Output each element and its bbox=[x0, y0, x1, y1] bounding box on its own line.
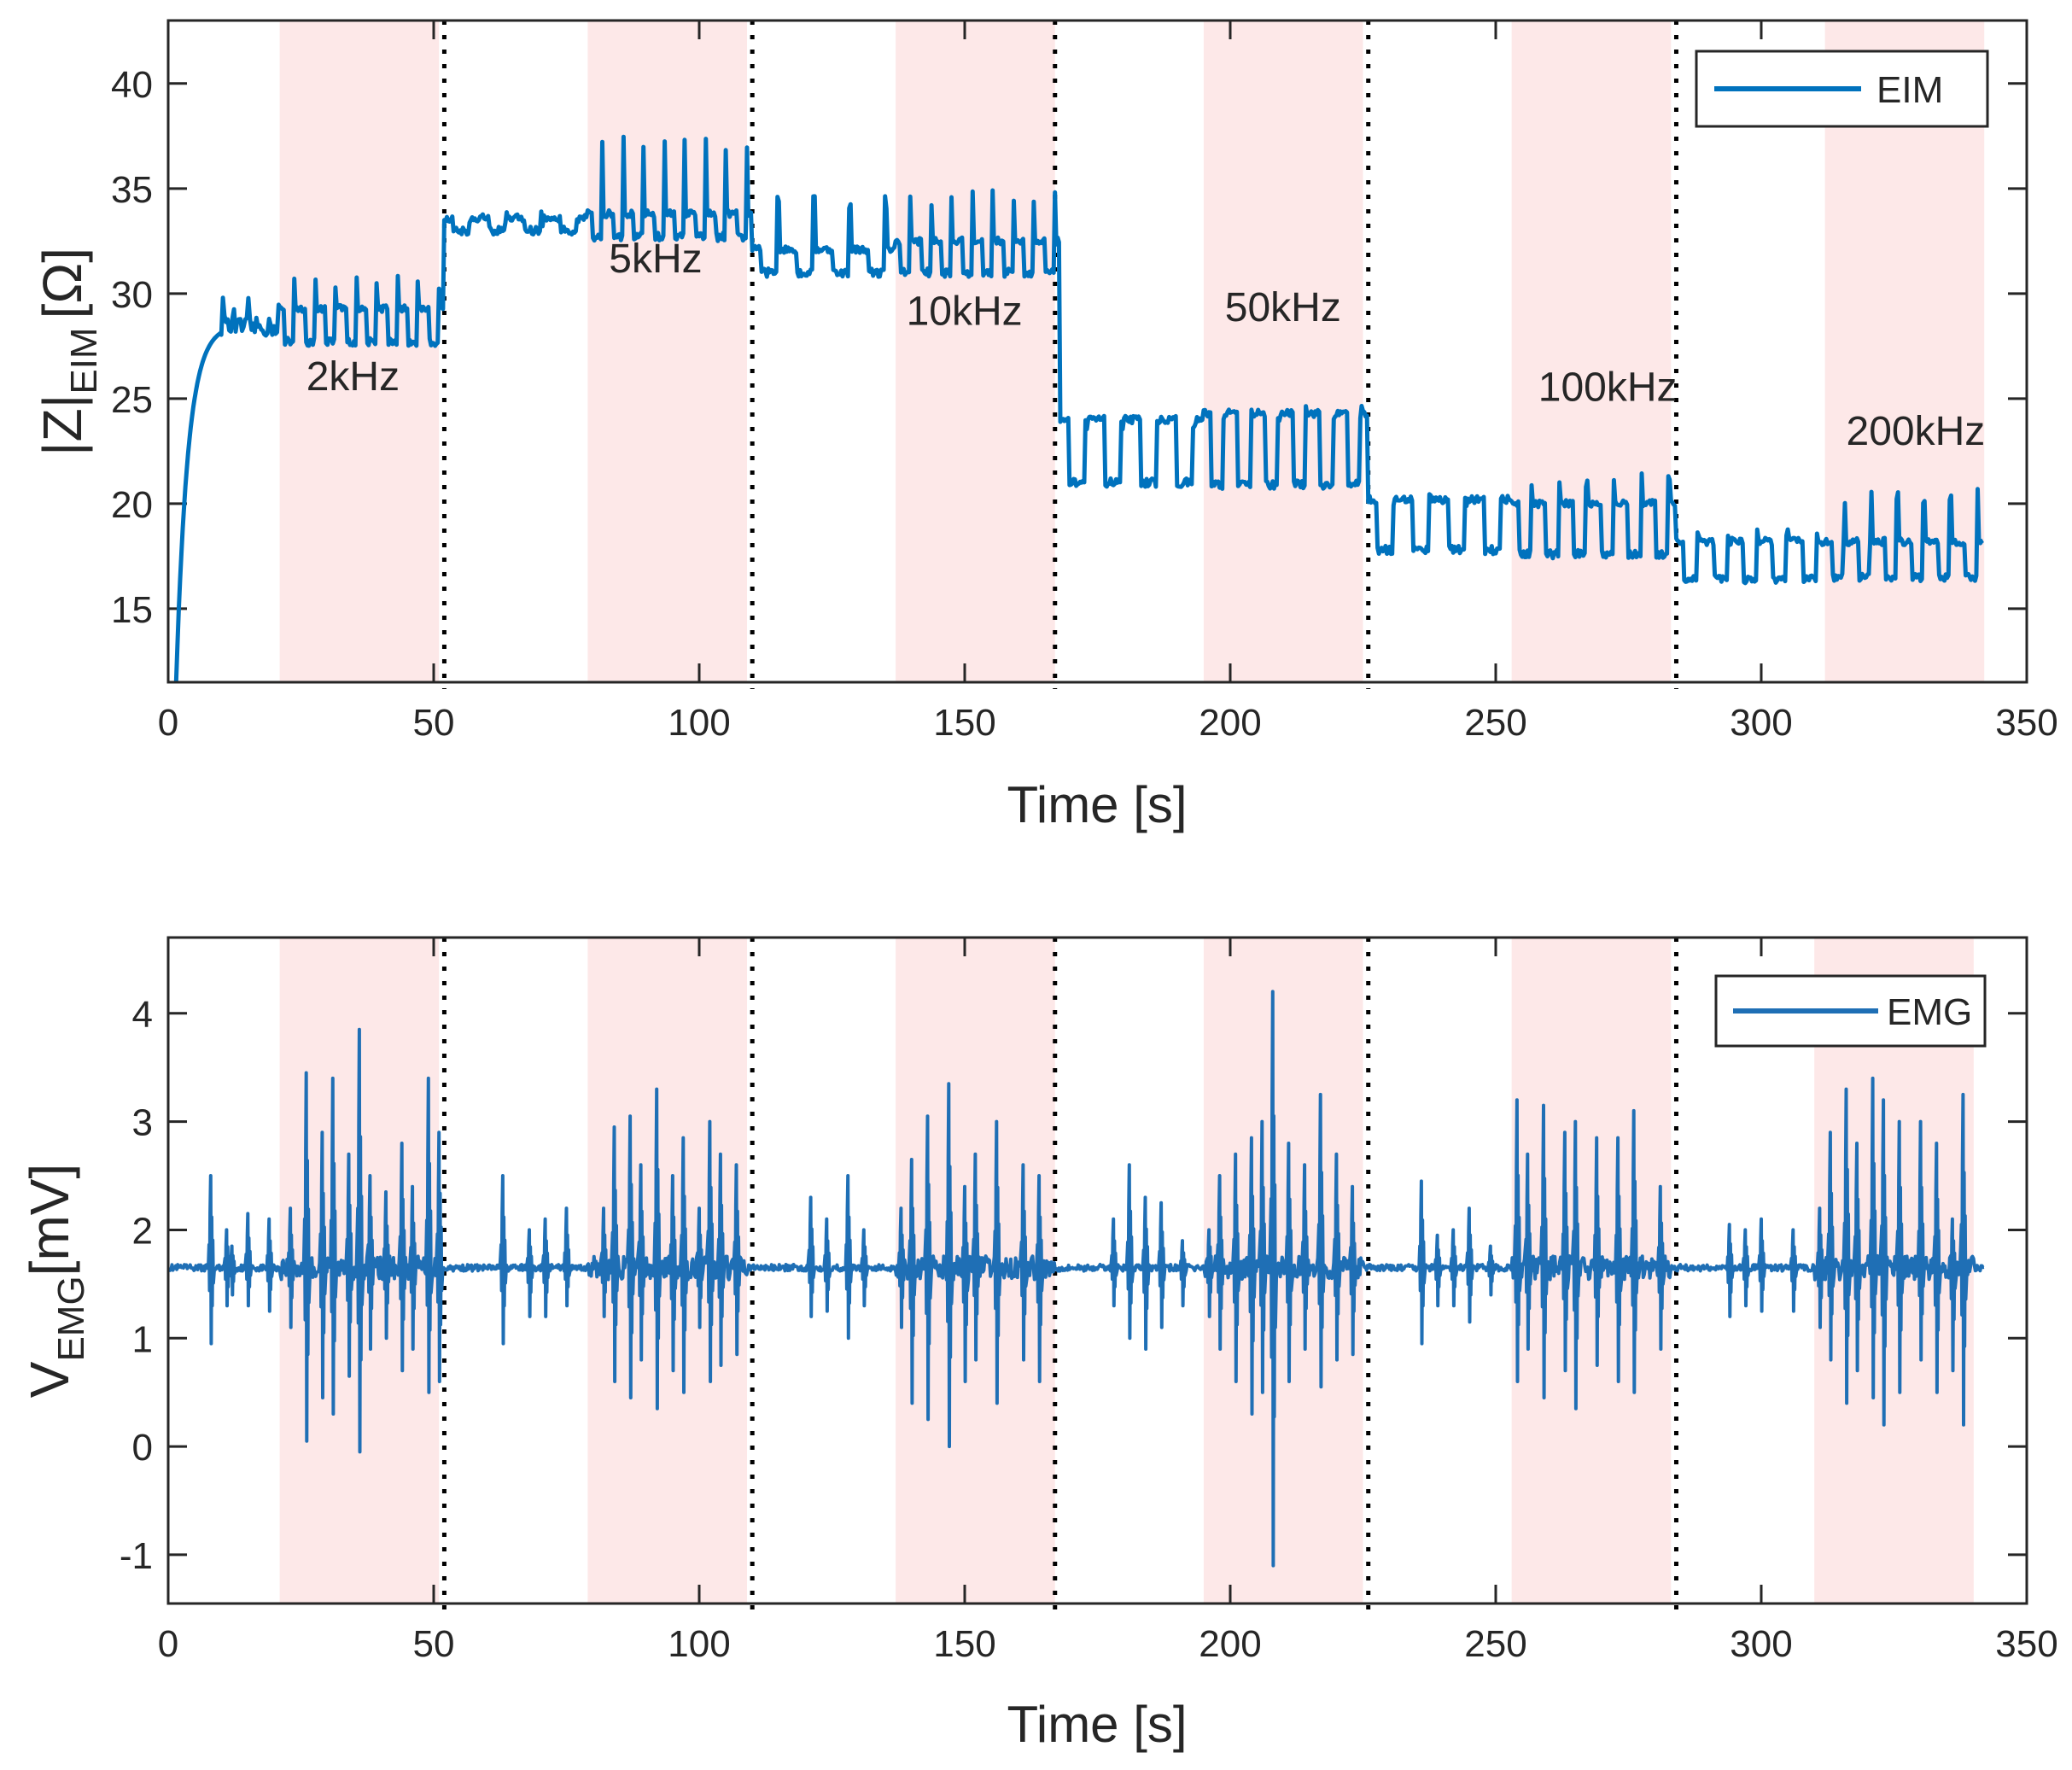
emg-y-tick-label: -1 bbox=[120, 1535, 153, 1577]
eim-frequency-dividers bbox=[441, 20, 1678, 689]
emg-x-tick-label: 300 bbox=[1730, 1623, 1792, 1665]
emg-y-axis-unit: [mV] bbox=[19, 1164, 80, 1276]
eim-shaded-band bbox=[896, 20, 1055, 682]
emg-y-tick-label: 3 bbox=[132, 1102, 153, 1144]
eim-x-tick-label: 350 bbox=[1995, 702, 2057, 744]
emg-panel: 0 50 100 150 200 250 300 350 -1 0 1 2 3 4 EMG Time [s… bbox=[19, 936, 2058, 1753]
emg-frequency-dividers bbox=[441, 938, 1678, 1610]
eim-frequency-labels: 2kHz 5kHz 10kHz 50kHz 100kHz 200kHz bbox=[306, 237, 1986, 454]
eim-x-tick-label: 100 bbox=[668, 702, 730, 744]
emg-axis-labels: Time [s] VEMG[mV] bbox=[19, 1164, 1188, 1753]
emg-y-axis-sub: EMG bbox=[50, 1276, 92, 1361]
eim-ticks: 0 50 100 150 200 250 300 350 15 20 25 30 35 40 bbox=[111, 20, 2058, 744]
eim-frequency-label: 10kHz bbox=[907, 289, 1023, 335]
eim-y-axis-sub: EIM bbox=[63, 327, 105, 394]
emg-x-tick-label: 250 bbox=[1464, 1623, 1526, 1665]
eim-frequency-label: 2kHz bbox=[306, 354, 400, 400]
emg-axes-box bbox=[166, 936, 2028, 1605]
emg-x-tick-label: 0 bbox=[158, 1623, 178, 1665]
eim-y-tick-label: 20 bbox=[111, 484, 153, 526]
emg-x-tick-label: 350 bbox=[1995, 1623, 2057, 1665]
eim-y-tick-label: 15 bbox=[111, 589, 153, 631]
eim-y-tick-label: 35 bbox=[111, 169, 153, 211]
eim-y-axis-unit: [Ω] bbox=[32, 248, 93, 318]
eim-shaded-bands bbox=[279, 20, 1985, 682]
eim-y-axis-main: |Z| bbox=[32, 394, 93, 456]
emg-ticks: 0 50 100 150 200 250 300 350 -1 0 1 2 3 4 bbox=[120, 938, 2058, 1665]
eim-frequency-label: 100kHz bbox=[1538, 365, 1678, 410]
eim-frequency-label: 5kHz bbox=[609, 237, 702, 282]
emg-y-tick-label: 1 bbox=[132, 1318, 153, 1360]
eim-x-tick-label: 200 bbox=[1199, 702, 1261, 744]
eim-x-tick-label: 150 bbox=[933, 702, 995, 744]
eim-panel: 0 50 100 150 200 250 300 350 15 20 25 30 35 40 2kHz 5k… bbox=[32, 19, 2058, 833]
eim-shaded-band bbox=[1203, 20, 1363, 682]
emg-y-tick-label: 0 bbox=[132, 1427, 153, 1469]
eim-shaded-band bbox=[1824, 20, 1985, 682]
eim-shaded-band bbox=[1511, 20, 1672, 682]
emg-series-line bbox=[168, 990, 1985, 1568]
eim-x-tick-label: 50 bbox=[413, 702, 455, 744]
emg-y-axis-title: VEMG[mV] bbox=[19, 1164, 92, 1398]
eim-y-tick-label: 25 bbox=[111, 379, 153, 421]
emg-x-tick-label: 50 bbox=[413, 1623, 455, 1665]
eim-shaded-band bbox=[587, 20, 747, 682]
eim-x-tick-label: 300 bbox=[1730, 702, 1792, 744]
emg-x-tick-label: 100 bbox=[668, 1623, 730, 1665]
emg-legend: EMG bbox=[1714, 974, 1987, 1048]
eim-y-tick-label: 40 bbox=[111, 64, 153, 106]
emg-x-axis-title: Time [s] bbox=[1007, 1696, 1187, 1753]
emg-y-tick-label: 2 bbox=[132, 1210, 153, 1252]
emg-x-tick-label: 150 bbox=[933, 1623, 995, 1665]
eim-y-axis-title: |Z|EIM [Ω] bbox=[32, 248, 105, 456]
eim-y-tick-label: 30 bbox=[111, 274, 153, 316]
eim-series-line bbox=[173, 134, 1984, 682]
eim-x-axis-title: Time [s] bbox=[1007, 776, 1187, 833]
emg-y-tick-label: 4 bbox=[132, 994, 153, 1036]
eim-frequency-label: 200kHz bbox=[1847, 409, 1986, 454]
eim-frequency-label: 50kHz bbox=[1225, 285, 1341, 330]
eim-legend-label: EIM bbox=[1876, 69, 1943, 111]
emg-x-tick-label: 200 bbox=[1199, 1623, 1261, 1665]
emg-y-axis-main: V bbox=[19, 1361, 80, 1398]
eim-x-tick-label: 0 bbox=[158, 702, 178, 744]
eim-x-tick-label: 250 bbox=[1464, 702, 1526, 744]
emg-legend-label: EMG bbox=[1887, 991, 1972, 1033]
eim-axes-box bbox=[166, 19, 2028, 684]
eim-axis-labels: Time [s] |Z|EIM [Ω] bbox=[32, 248, 1188, 833]
eim-shaded-band bbox=[279, 20, 440, 682]
eim-legend: EIM bbox=[1695, 50, 1989, 128]
